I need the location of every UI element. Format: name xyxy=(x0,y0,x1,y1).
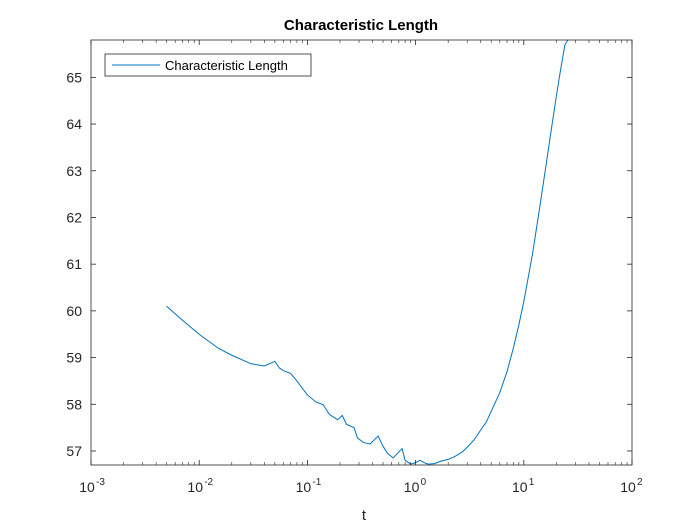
x-tick-exponent: -1 xyxy=(312,477,321,488)
y-tick-label: 60 xyxy=(66,303,82,319)
x-tick-label: 10 xyxy=(79,479,95,495)
axes-frame xyxy=(90,39,633,466)
legend: Characteristic Length xyxy=(104,53,312,77)
y-tick-label: 64 xyxy=(66,116,82,132)
y-tick-label: 63 xyxy=(66,163,82,179)
x-tick-label: 10 xyxy=(404,479,420,495)
x-tick-exponent: -3 xyxy=(96,477,105,488)
series-line-0 xyxy=(166,40,569,465)
y-tick-label: 65 xyxy=(66,69,82,85)
y-tick-label: 61 xyxy=(66,256,82,272)
x-tick-exponent: 2 xyxy=(637,477,643,488)
x-tick-label: 10 xyxy=(620,479,636,495)
axes-layer xyxy=(90,39,633,466)
legend-label-characteristic-length: Characteristic Length xyxy=(165,58,288,73)
y-tick-label: 62 xyxy=(66,209,82,225)
plot-area xyxy=(91,40,632,465)
chart-title: Characteristic Length xyxy=(284,17,438,34)
y-tick-label: 59 xyxy=(66,350,82,366)
y-tick-label: 57 xyxy=(66,443,82,459)
series-layer xyxy=(166,40,569,465)
legend-box xyxy=(104,53,312,77)
x-tick-label: 10 xyxy=(512,479,528,495)
x-tick-exponent: 1 xyxy=(529,477,535,488)
y-tick-label: 58 xyxy=(66,396,82,412)
x-tick-label: 10 xyxy=(187,479,203,495)
x-axis-label: t xyxy=(362,507,367,524)
x-tick-exponent: 0 xyxy=(421,477,427,488)
x-tick-label: 10 xyxy=(296,479,312,495)
x-tick-exponent: -2 xyxy=(204,477,213,488)
